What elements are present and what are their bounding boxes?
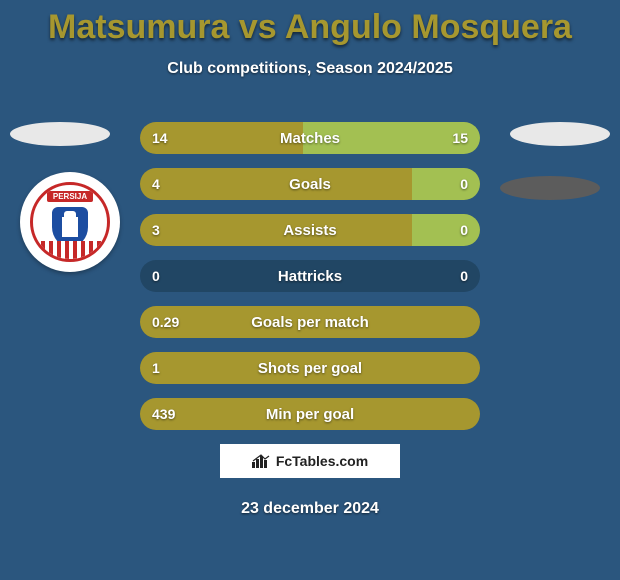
bar-fill-right	[412, 168, 480, 200]
bar-fill-right	[303, 122, 480, 154]
bar-fill-right	[412, 214, 480, 246]
page-title: Matsumura vs Angulo Mosquera	[0, 8, 620, 47]
attribution-badge: FcTables.com	[220, 444, 400, 478]
club-badge-text: PERSIJA	[47, 191, 93, 202]
bar-fill-left	[140, 352, 480, 384]
attribution-text: FcTables.com	[276, 453, 368, 469]
date-text: 23 december 2024	[0, 500, 620, 518]
badge-stripes	[33, 241, 107, 259]
comparison-bars: 1415Matches 40Goals 30Assists 0 0Hattricks 0.…	[140, 122, 480, 444]
bar-fill-left	[140, 122, 303, 154]
flag-right-placeholder-1	[510, 122, 610, 146]
bar-fill-left	[140, 168, 412, 200]
bar-row: 0.29Goals per match	[140, 306, 480, 338]
bar-fill-left	[140, 306, 480, 338]
flag-right-placeholder-2	[500, 176, 600, 200]
comparison-canvas: Matsumura vs Angulo Mosquera Club compet…	[0, 0, 620, 580]
bar-fill-left	[140, 214, 412, 246]
bar-row: 30Assists	[140, 214, 480, 246]
subtitle: Club competitions, Season 2024/2025	[0, 60, 620, 78]
club-badge-inner: PERSIJA	[30, 182, 110, 262]
bar-row: 1415Matches	[140, 122, 480, 154]
bar-value-right: 0	[460, 260, 468, 292]
monument-icon	[62, 217, 78, 237]
bar-fill-left	[140, 398, 480, 430]
bar-row: 0 0Hattricks	[140, 260, 480, 292]
flag-left-placeholder	[10, 122, 110, 146]
bar-row: 40Goals	[140, 168, 480, 200]
chart-icon	[252, 454, 270, 468]
bar-label: Hattricks	[140, 260, 480, 292]
club-badge-left: PERSIJA	[20, 172, 120, 272]
bar-row: 1Shots per goal	[140, 352, 480, 384]
bar-value-left: 0	[152, 260, 160, 292]
bar-row: 439Min per goal	[140, 398, 480, 430]
